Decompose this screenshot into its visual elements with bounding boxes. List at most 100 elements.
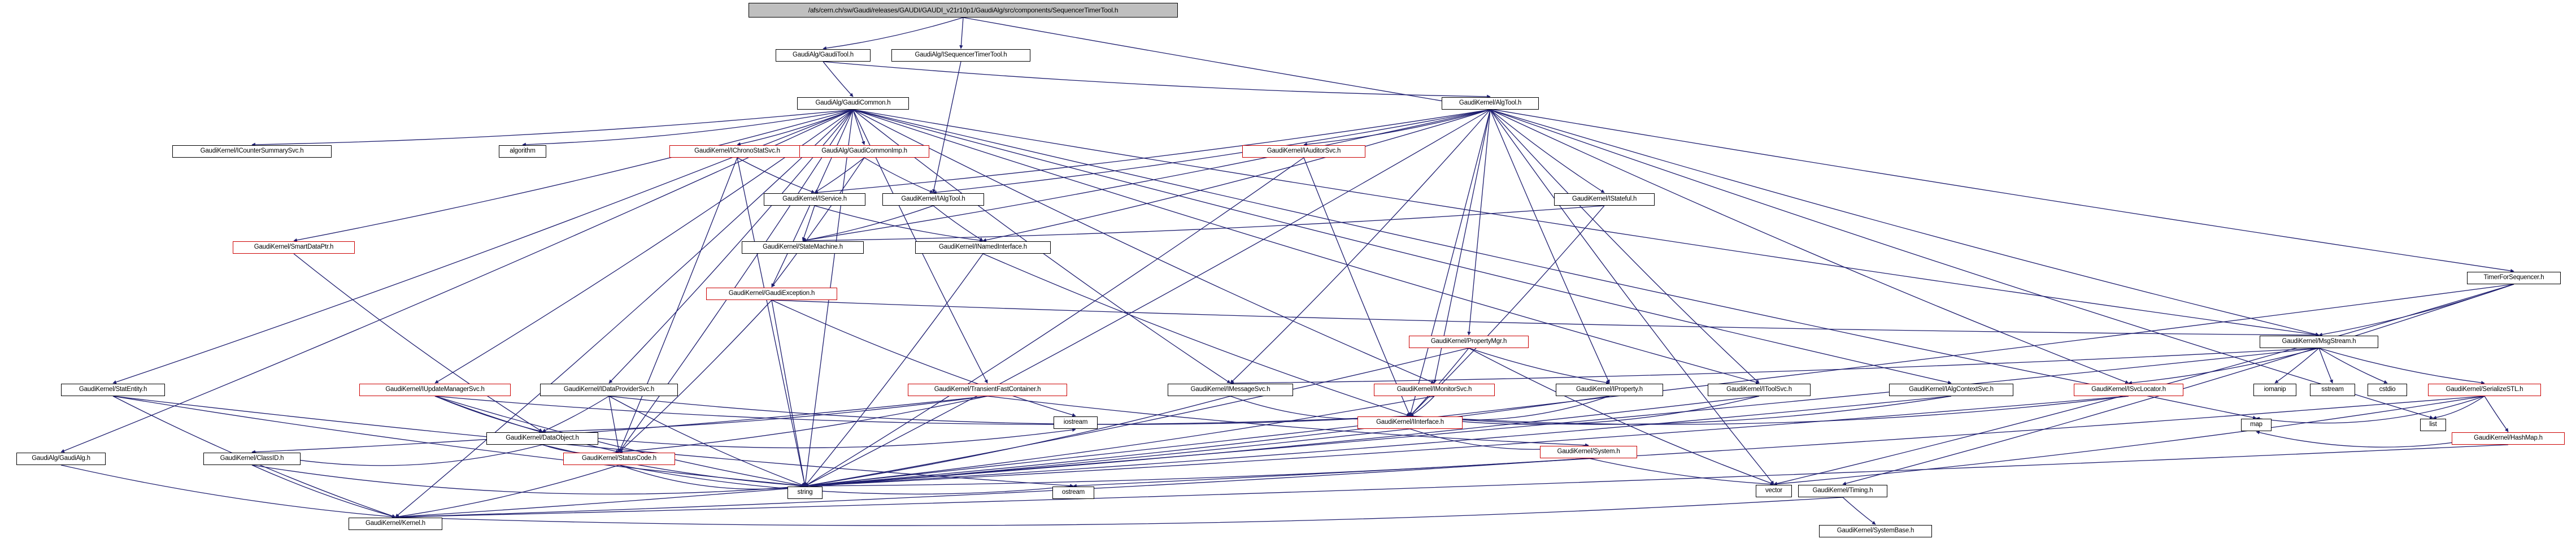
graph-node-root[interactable]: /afs/cern.ch/sw/Gaudi/releases/GAUDI/GAU… bbox=[749, 3, 1178, 18]
graph-edge bbox=[1230, 109, 1491, 384]
graph-edge bbox=[434, 396, 543, 433]
graph-node-ialgcontextsvc[interactable]: GaudiKernel/IAlgContextSvc.h bbox=[1889, 384, 2013, 396]
graph-node-ichronostat[interactable]: GaudiKernel/IChronoStatSvc.h bbox=[669, 145, 805, 158]
graph-node-isvclocator[interactable]: GaudiKernel/ISvcLocator.h bbox=[2074, 384, 2183, 396]
graph-edge bbox=[2433, 396, 2485, 420]
graph-node-statemachine[interactable]: GaudiKernel/StateMachine.h bbox=[742, 241, 864, 254]
graph-node-gauditool[interactable]: GaudiAlg/GaudiTool.h bbox=[776, 49, 871, 62]
graph-node-inamedinterface[interactable]: GaudiKernel/INamedInterface.h bbox=[915, 241, 1051, 254]
graph-node-iauditorsvc[interactable]: GaudiKernel/IAuditorSvc.h bbox=[1242, 145, 1365, 158]
graph-node-string[interactable]: string bbox=[787, 487, 823, 499]
graph-node-imonitorsvc[interactable]: GaudiKernel/IMonitorSvc.h bbox=[1374, 384, 1495, 396]
graph-edge bbox=[2318, 348, 2485, 385]
graph-node-smartdataptr[interactable]: GaudiKernel/SmartDataPtr.h bbox=[233, 241, 355, 254]
graph-edge bbox=[804, 109, 1491, 487]
graph-node-hashmap[interactable]: GaudiKernel/HashMap.h bbox=[2452, 432, 2565, 445]
graph-edge bbox=[823, 61, 1491, 99]
graph-edge bbox=[802, 205, 1605, 243]
graph-edge bbox=[959, 17, 964, 49]
graph-node-iostream[interactable]: iostream bbox=[1054, 416, 1098, 429]
graph-edge bbox=[1773, 396, 2485, 486]
graph-edge bbox=[1588, 458, 1774, 486]
graph-edge bbox=[852, 109, 2320, 337]
graph-node-vector[interactable]: vector bbox=[1756, 485, 1792, 497]
graph-node-statuscode[interactable]: GaudiKernel/StatusCode.h bbox=[563, 453, 675, 465]
graph-edge bbox=[1073, 396, 2485, 488]
graph-node-ostream[interactable]: ostream bbox=[1052, 487, 1094, 499]
graph-edge bbox=[60, 109, 854, 453]
graph-node-classid[interactable]: GaudiKernel/ClassID.h bbox=[203, 453, 301, 465]
graph-edge bbox=[771, 299, 2320, 337]
graph-node-gaudiexception[interactable]: GaudiKernel/GaudiException.h bbox=[706, 288, 837, 300]
graph-edge bbox=[933, 109, 1491, 194]
graph-node-icountersummary[interactable]: GaudiKernel/ICounterSummarySvc.h bbox=[172, 145, 332, 158]
graph-edge bbox=[251, 396, 988, 454]
graph-edge bbox=[933, 205, 984, 241]
graph-node-iproperty[interactable]: GaudiKernel/IProperty.h bbox=[1556, 384, 1663, 396]
graph-edge bbox=[852, 109, 1435, 384]
graph-node-idataprovider[interactable]: GaudiKernel/IDataProviderSvc.h bbox=[540, 384, 678, 396]
graph-node-iservice[interactable]: GaudiKernel/IService.h bbox=[764, 193, 865, 206]
graph-edge bbox=[804, 396, 1760, 488]
graph-node-serializestl[interactable]: GaudiKernel/SerializeSTL.h bbox=[2428, 384, 2541, 396]
graph-edge bbox=[1409, 348, 1469, 416]
graph-edge bbox=[852, 109, 1760, 384]
graph-edge bbox=[1490, 109, 2129, 384]
graph-edge bbox=[542, 396, 988, 434]
graph-edge bbox=[619, 464, 1074, 495]
graph-node-map[interactable]: map bbox=[2241, 419, 2272, 431]
graph-node-iupdatemanager[interactable]: GaudiKernel/IUpdateManagerSvc.h bbox=[359, 384, 511, 396]
graph-node-propertymgr[interactable]: GaudiKernel/PropertyMgr.h bbox=[1409, 336, 1529, 348]
graph-node-msgstream[interactable]: GaudiKernel/MsgStream.h bbox=[2260, 336, 2378, 348]
graph-node-isequencer[interactable]: GaudiAlg/ISequencerTimerTool.h bbox=[891, 49, 1030, 62]
graph-edge bbox=[804, 396, 1435, 488]
graph-node-cstdio[interactable]: cstdio bbox=[2368, 384, 2407, 396]
graph-node-algtool[interactable]: GaudiKernel/AlgTool.h bbox=[1442, 97, 1539, 110]
graph-edge bbox=[1230, 348, 2320, 385]
graph-edge bbox=[608, 396, 1411, 425]
graph-edge bbox=[2318, 284, 2514, 337]
graph-edge bbox=[804, 396, 1952, 488]
graph-edge bbox=[395, 428, 1411, 519]
graph-node-istateful[interactable]: GaudiKernel/IStateful.h bbox=[1554, 193, 1655, 206]
graph-node-list[interactable]: list bbox=[2420, 419, 2446, 431]
graph-edge bbox=[814, 109, 1491, 194]
graph-node-timing[interactable]: GaudiKernel/Timing.h bbox=[1798, 485, 1887, 497]
graph-node-gaudialg[interactable]: GaudiAlg/GaudiAlg.h bbox=[16, 453, 106, 465]
graph-node-statentity[interactable]: GaudiKernel/StatEntity.h bbox=[61, 384, 165, 396]
graph-edge bbox=[804, 396, 1231, 488]
graph-edge bbox=[1490, 109, 1774, 485]
graph-edge bbox=[864, 157, 934, 193]
graph-edge bbox=[1467, 109, 1491, 336]
graph-edge bbox=[542, 444, 806, 488]
graph-edge bbox=[804, 157, 1304, 487]
graph-node-algorithm[interactable]: algorithm bbox=[499, 145, 546, 158]
graph-node-gaudicommon[interactable]: GaudiAlg/GaudiCommon.h bbox=[797, 97, 909, 110]
graph-node-ialgtool[interactable]: GaudiKernel/IAlgTool.h bbox=[882, 193, 984, 206]
graph-edge bbox=[814, 157, 865, 193]
graph-edge bbox=[804, 458, 1589, 488]
graph-edge bbox=[522, 109, 854, 147]
graph-edge bbox=[1468, 348, 1774, 485]
graph-edge bbox=[1490, 109, 1610, 384]
graph-edge bbox=[804, 348, 1469, 488]
graph-node-iinterface[interactable]: GaudiKernel/IInterface.h bbox=[1357, 416, 1463, 429]
graph-node-itoolsvc[interactable]: GaudiKernel/IToolSvc.h bbox=[1708, 384, 1811, 396]
graph-node-kernel[interactable]: GaudiKernel/Kernel.h bbox=[349, 518, 442, 530]
graph-edge bbox=[434, 396, 620, 453]
graph-node-sstream[interactable]: sstream bbox=[2310, 384, 2355, 396]
graph-edge bbox=[1409, 109, 1491, 416]
graph-node-transientfast[interactable]: GaudiKernel/TransientFastContainer.h bbox=[908, 384, 1067, 396]
graph-node-system[interactable]: GaudiKernel/System.h bbox=[1540, 446, 1637, 458]
graph-node-gaudicommonimp[interactable]: GaudiAlg/GaudiCommonImp.h bbox=[799, 145, 929, 158]
graph-node-systembase[interactable]: GaudiKernel/SystemBase.h bbox=[1819, 525, 1932, 537]
graph-edge bbox=[963, 17, 2514, 273]
graph-node-imessagesvc[interactable]: GaudiKernel/IMessageSvc.h bbox=[1168, 384, 1293, 396]
graph-edge bbox=[608, 396, 806, 487]
graph-edge bbox=[395, 458, 1589, 519]
graph-node-timerforseq[interactable]: TimerForSequencer.h bbox=[2467, 272, 2561, 284]
graph-node-dataobject[interactable]: GaudiKernel/DataObject.h bbox=[486, 432, 598, 445]
graph-edge bbox=[619, 157, 738, 453]
graph-node-iomanip[interactable]: iomanip bbox=[2253, 384, 2296, 396]
graph-edge bbox=[1490, 109, 1760, 384]
